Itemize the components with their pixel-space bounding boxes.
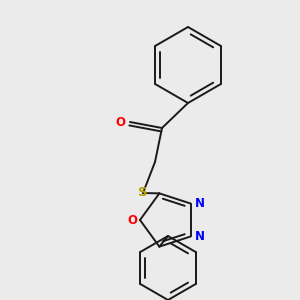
Text: N: N: [195, 197, 205, 210]
Text: O: O: [115, 116, 125, 128]
Text: N: N: [195, 230, 205, 243]
Text: S: S: [138, 187, 148, 200]
Text: O: O: [127, 214, 137, 226]
